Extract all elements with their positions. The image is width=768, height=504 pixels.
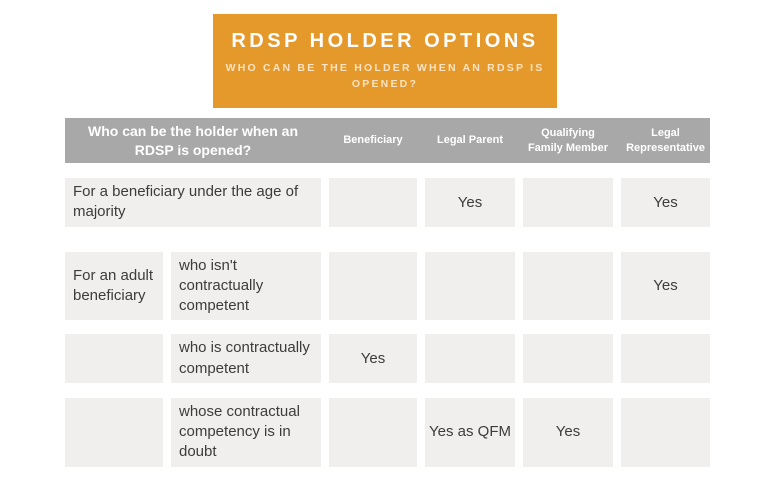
cell-legal-parent: Yes bbox=[425, 178, 515, 227]
cell-qualifying-family-member bbox=[523, 334, 613, 383]
cell-beneficiary: Yes bbox=[329, 334, 417, 383]
cell-legal-parent: Yes as QFM bbox=[425, 397, 515, 467]
cell-beneficiary bbox=[329, 397, 417, 467]
table-header-row: Who can be the holder when an RDSP is op… bbox=[65, 118, 710, 163]
cell-legal-parent bbox=[425, 334, 515, 383]
page-subtitle: WHO CAN BE THE HOLDER WHEN AN RDSP IS OP… bbox=[225, 61, 545, 90]
cell-qualifying-family-member: Yes bbox=[523, 397, 613, 467]
table-row: who is contractually competent Yes bbox=[65, 334, 710, 383]
column-header-legal-representative: Legal Representative bbox=[626, 126, 705, 154]
cell-legal-parent bbox=[425, 251, 515, 321]
title-banner: RDSP HOLDER OPTIONS WHO CAN BE THE HOLDE… bbox=[213, 14, 557, 108]
row-label-condition: whose contractual competency is in doubt bbox=[171, 397, 321, 467]
table-row: For an adult beneficiary who isn't contr… bbox=[65, 251, 710, 321]
row-label-condition: who isn't contractually competent bbox=[171, 251, 321, 321]
cell-beneficiary bbox=[329, 251, 417, 321]
table-row: For a beneficiary under the age of major… bbox=[65, 178, 710, 227]
cell-qualifying-family-member bbox=[523, 251, 613, 321]
table-header-question: Who can be the holder when an RDSP is op… bbox=[87, 122, 298, 158]
column-header-legal-parent: Legal Parent bbox=[436, 134, 504, 147]
row-label-condition: who is contractually competent bbox=[171, 334, 321, 383]
cell-legal-representative bbox=[621, 397, 710, 467]
row-label-group: For an adult beneficiary bbox=[65, 251, 163, 321]
rdsp-holder-table: Who can be the holder when an RDSP is op… bbox=[65, 118, 710, 467]
row-label-group bbox=[65, 397, 163, 467]
row-label-group bbox=[65, 334, 163, 383]
column-header-beneficiary: Beneficiary bbox=[343, 134, 403, 147]
cell-qualifying-family-member bbox=[523, 178, 613, 227]
row-label: For a beneficiary under the age of major… bbox=[65, 178, 321, 227]
table-row: whose contractual competency is in doubt… bbox=[65, 397, 710, 467]
cell-legal-representative: Yes bbox=[621, 178, 710, 227]
cell-legal-representative bbox=[621, 334, 710, 383]
cell-beneficiary bbox=[329, 178, 417, 227]
cell-legal-representative: Yes bbox=[621, 251, 710, 321]
column-header-qualifying-family-member: Qualifying Family Member bbox=[527, 126, 609, 154]
page-title: RDSP HOLDER OPTIONS bbox=[231, 29, 539, 52]
